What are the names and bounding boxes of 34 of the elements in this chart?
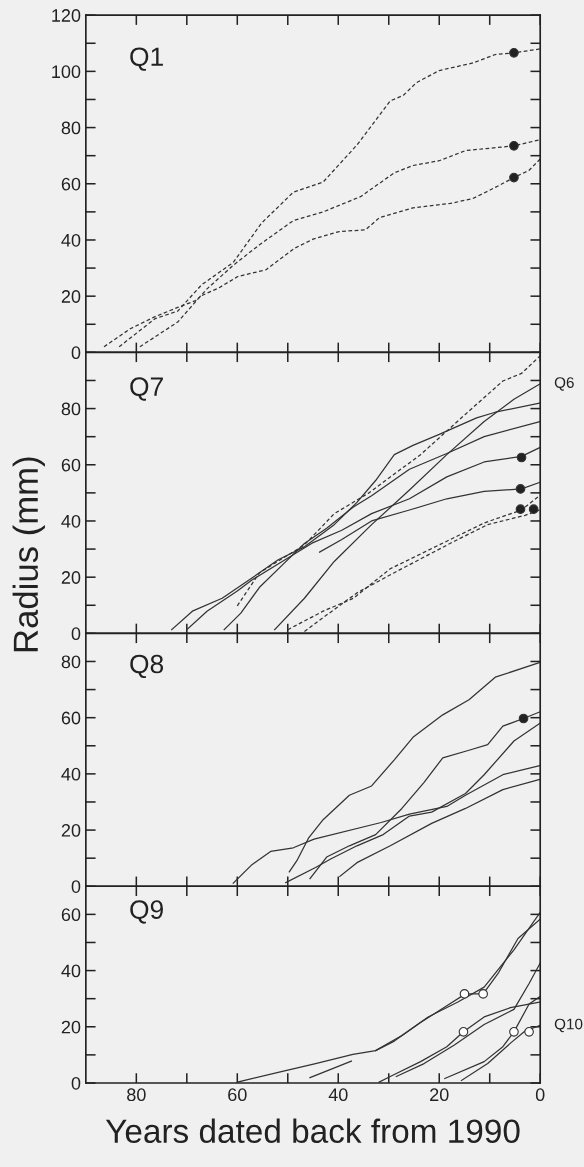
x-tick-label: 80: [127, 1088, 146, 1102]
x-tick-label: 20: [430, 1088, 449, 1102]
y-tick-label: 40: [61, 767, 81, 781]
y-tick-label: 100: [52, 65, 81, 79]
chart-title: Q9: [130, 900, 163, 924]
x-tick-label: 0: [535, 1088, 545, 1102]
y-tick-label: 20: [61, 1020, 81, 1034]
y-axis-title: Radius (mm): [12, 457, 45, 652]
y-tick-label: 80: [61, 655, 81, 669]
y-tick-label: 40: [61, 964, 81, 978]
y-tick-label: 40: [61, 514, 81, 528]
y-tick-label: 20: [61, 824, 81, 837]
y-tick-label: 0: [71, 346, 81, 360]
y-tick-label: 60: [61, 458, 81, 472]
y-tick-label: 0: [71, 1076, 81, 1090]
x-axis-title: Years dated back from 1990: [105, 1118, 520, 1144]
y-tick-label: 60: [61, 711, 81, 725]
text: Q7: [130, 377, 163, 401]
x-tick-label: 60: [228, 1088, 247, 1102]
y-tick-label: 80: [61, 121, 81, 135]
annotation: Q10: [554, 1018, 583, 1033]
y-tick-label: 60: [61, 177, 81, 191]
y-tick-label: 20: [61, 571, 81, 584]
y-tick-label: 0: [71, 627, 81, 641]
y-tick-label: 120: [52, 9, 81, 22]
y-tick-label: 20: [61, 290, 81, 303]
text: Q8: [130, 654, 164, 679]
y-tick-label: 80: [61, 402, 81, 416]
annotation: Q6: [554, 377, 574, 391]
y-tick-label: 0: [71, 880, 81, 893]
y-tick-label: 40: [61, 233, 81, 247]
y-tick-label: 60: [61, 908, 81, 922]
text: Q1: [130, 47, 163, 71]
x-tick-label: 40: [328, 1088, 348, 1102]
